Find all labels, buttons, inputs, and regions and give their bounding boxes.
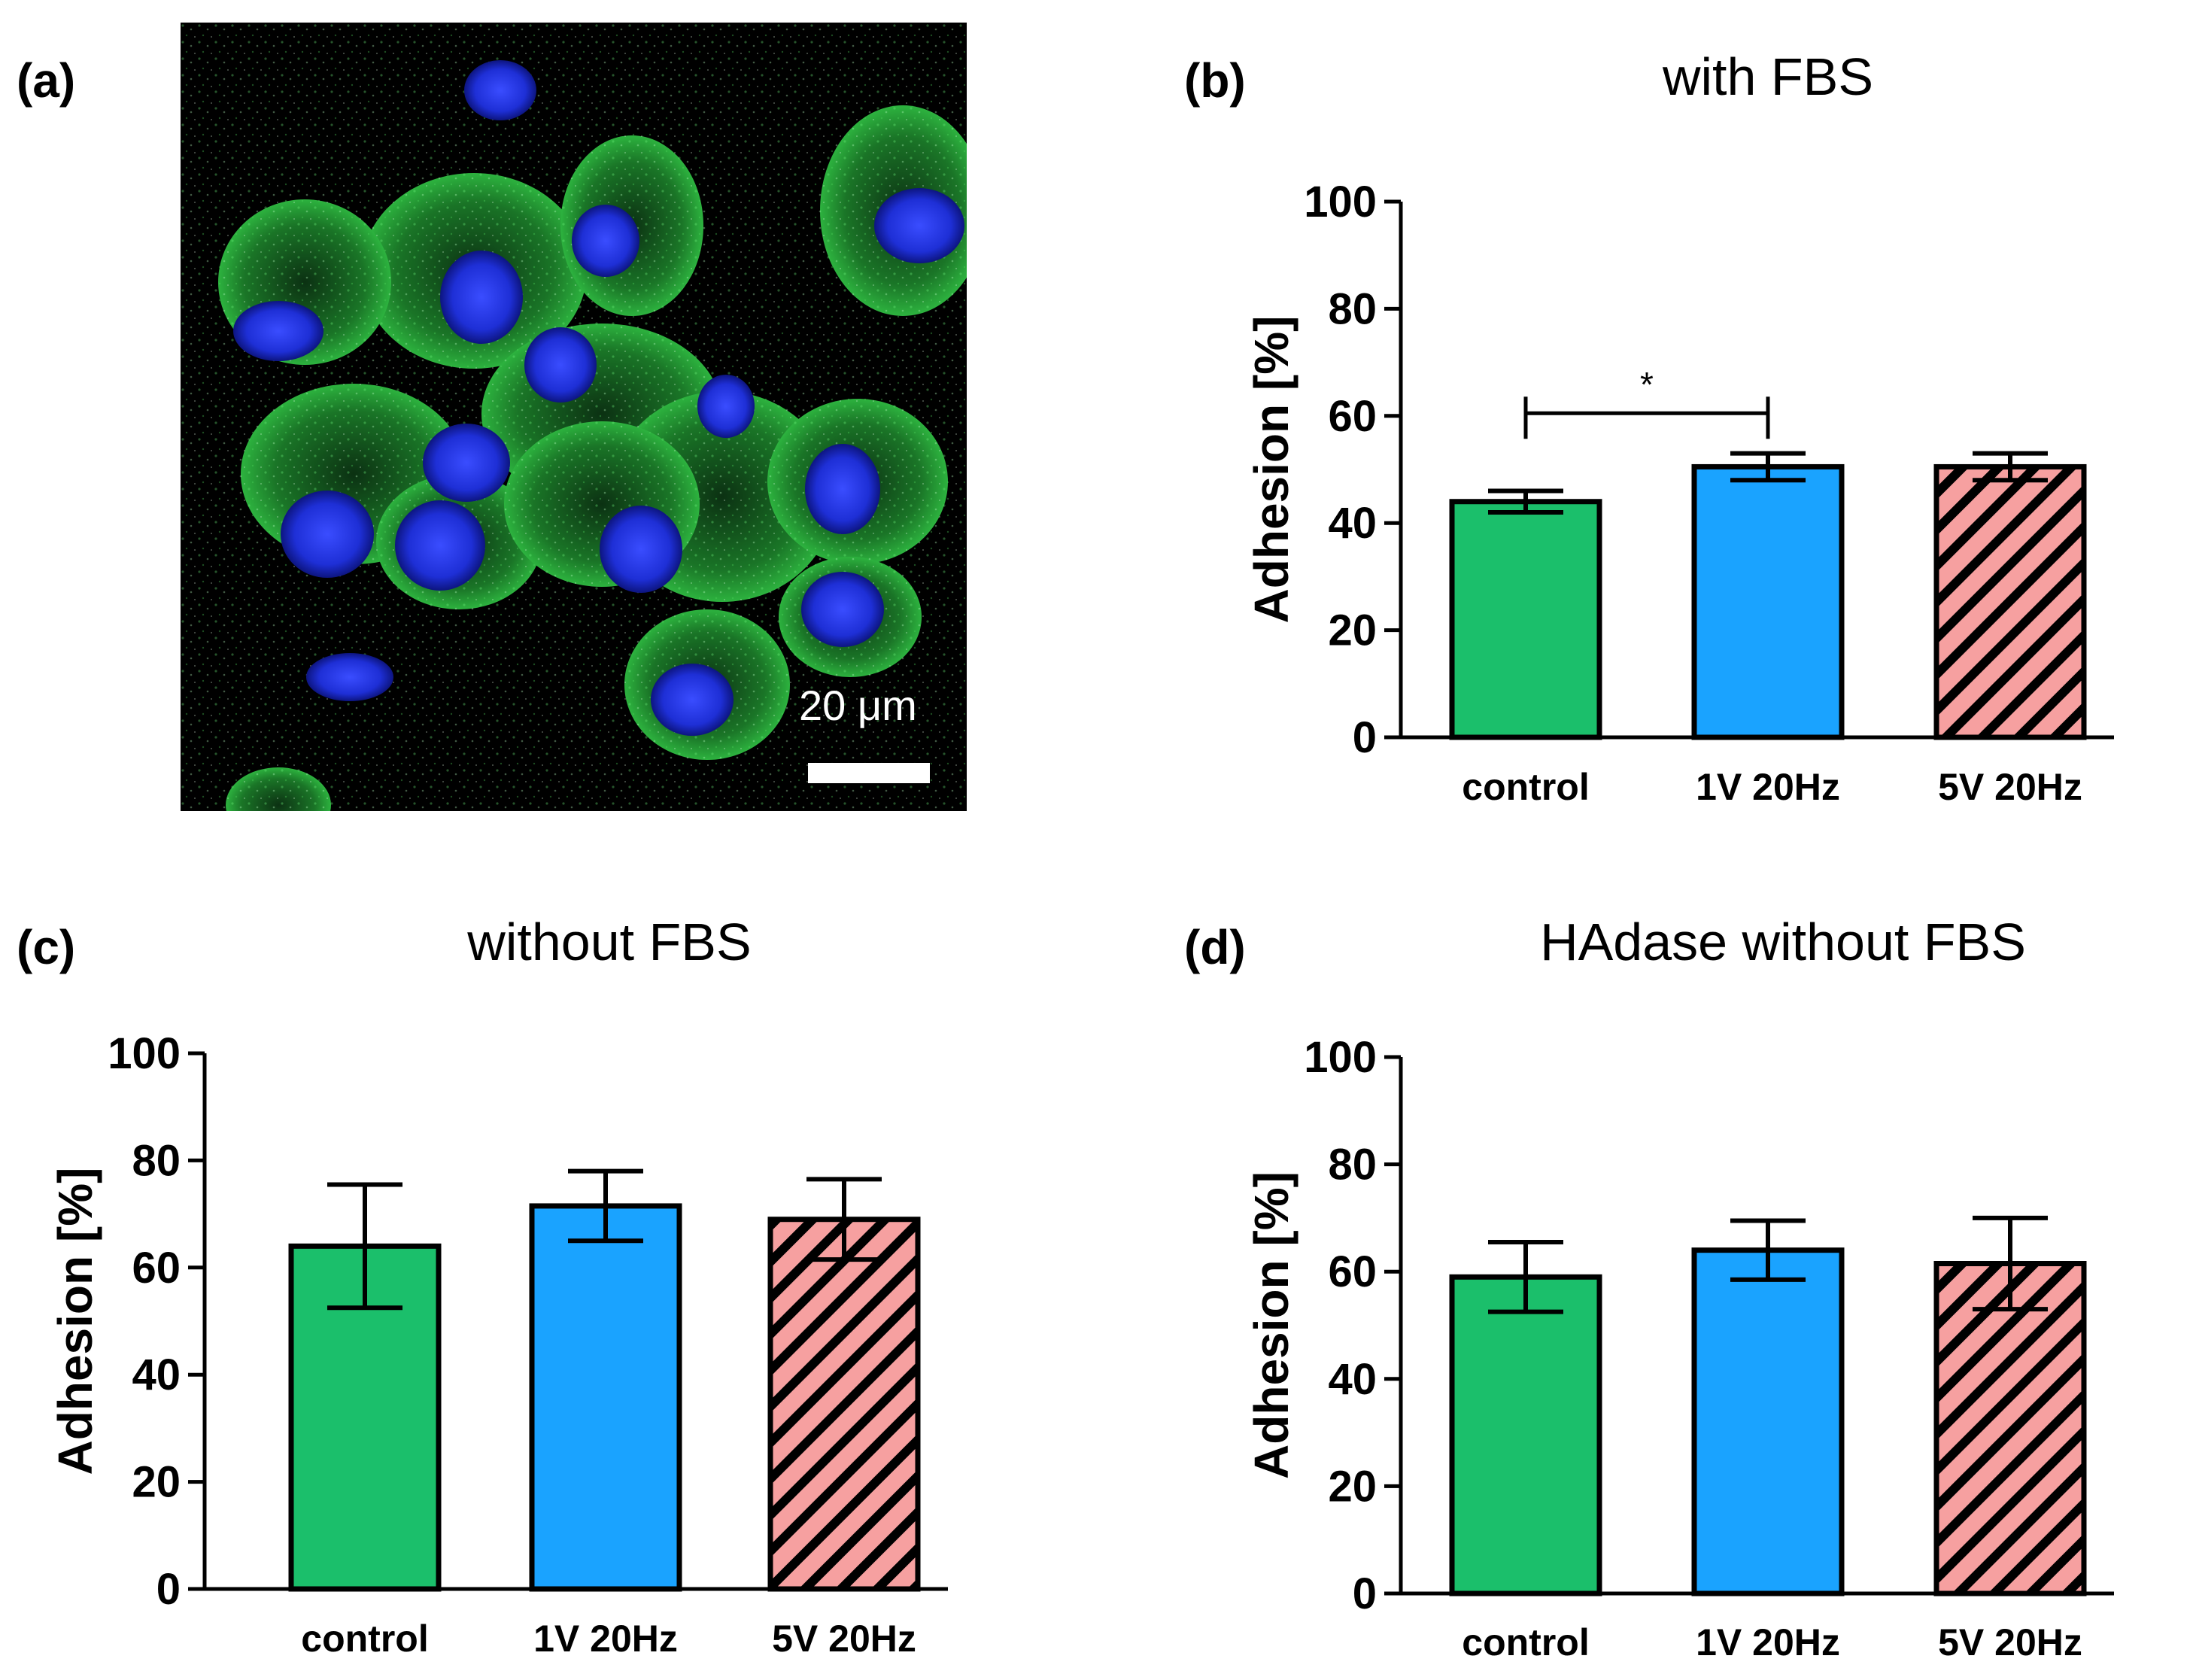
bar-c-2 [767,1217,921,1592]
y-tick-label-60: 60 [132,1244,181,1293]
nuclei [233,60,964,736]
y-axis-label-b: Adhesion [%] [1244,316,1298,624]
y-tick-label-0: 0 [1353,1569,1377,1618]
category-label-d-1: 1V 20Hz [1696,1621,1840,1663]
bar-b-1 [1691,463,1845,740]
y-tick-label-20: 20 [132,1458,181,1507]
panel-d-title: HAdase without FBS [1540,913,2026,971]
scale-bar-icon [808,763,930,783]
category-label-c-2: 5V 20Hz [772,1618,916,1660]
y-tick-label-80: 80 [1328,1141,1377,1189]
y-tick-label-20: 20 [1328,606,1377,655]
y-tick-label-100: 100 [108,1029,181,1078]
y-tick-label-40: 40 [1328,1355,1377,1404]
y-tick-label-80: 80 [132,1136,181,1185]
panel-a-letter: (a) [17,53,76,108]
category-label-c-1: 1V 20Hz [533,1618,678,1660]
y-tick-label-100: 100 [1304,178,1377,226]
y-axis-label-c: Adhesion [%] [48,1168,102,1475]
y-tick-label-60: 60 [1328,1247,1377,1296]
panel-b-letter: (b) [1184,53,1246,108]
y-tick-label-40: 40 [1328,499,1377,548]
category-label-b-0: control [1462,766,1589,808]
category-label-c-0: control [301,1618,428,1660]
category-label-b-2: 5V 20Hz [1938,766,2082,808]
category-label-d-0: control [1462,1621,1589,1663]
panel-d-letter: (d) [1184,920,1246,974]
scale-bar-label: 20 μm [799,682,917,729]
bar-d-0 [1449,1274,1602,1596]
y-tick-label-80: 80 [1328,284,1377,333]
y-tick-label-0: 0 [156,1565,181,1614]
y-axis-label-d: Adhesion [%] [1244,1171,1298,1479]
category-label-d-2: 5V 20Hz [1938,1621,2082,1663]
chart-b: 0 20 40 60 80 100 Adhesion [%] control 1V 20Hz 5V… [1244,178,2114,808]
category-label-b-1: 1V 20Hz [1696,766,1840,808]
y-tick-label-20: 20 [1328,1462,1377,1511]
micrograph-image: 20 μm [181,23,967,811]
panel-c-letter: (c) [17,920,76,974]
bar-d-2 [1933,1261,2087,1596]
panel-b-title: with FBS [1662,47,1874,106]
y-tick-label-40: 40 [132,1350,181,1399]
bar-b-2 [1933,463,2087,740]
chart-c: 0 20 40 60 80 100 Adhesion [%] control 1V 20Hz 5V… [48,1029,948,1660]
significance-label-0: * [1640,365,1654,404]
bar-c-1 [529,1203,682,1592]
chart-d: 0 20 40 60 80 100 Adhesion [%] control 1V 20Hz 5V… [1244,1033,2114,1663]
y-tick-label-60: 60 [1328,392,1377,441]
bar-b-0 [1449,499,1602,740]
y-tick-label-0: 0 [1353,713,1377,762]
bar-d-1 [1691,1247,1845,1596]
cell-micrograph-graphic [181,23,967,811]
y-tick-label-100: 100 [1304,1033,1377,1082]
panel-c-title: without FBS [467,913,752,971]
